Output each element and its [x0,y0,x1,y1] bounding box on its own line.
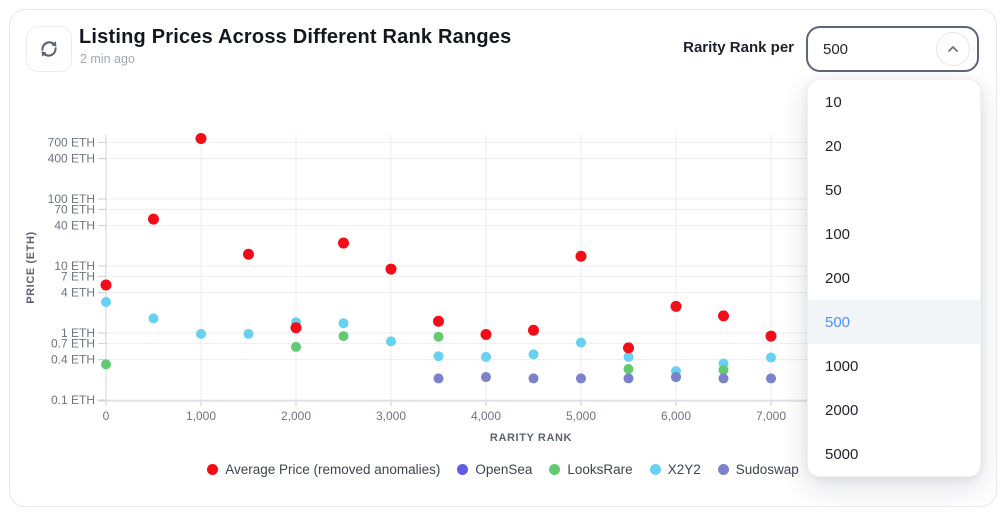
legend-label: LooksRare [567,462,633,477]
dropdown-option-5000[interactable]: 5000 [825,445,859,463]
data-point-looksrare[interactable] [338,331,349,342]
x-tick-label: 0 [103,409,110,423]
data-point-looksrare[interactable] [291,341,301,352]
data-point-x2y2[interactable] [148,313,159,324]
y-tick-label: 70 ETH [54,202,95,216]
data-point-average-price-removed-anomalies[interactable] [338,237,349,249]
data-point-x2y2[interactable] [576,337,586,348]
data-point-x2y2[interactable] [433,351,444,362]
data-point-x2y2[interactable] [101,297,111,308]
data-point-x2y2[interactable] [338,318,349,329]
data-point-average-price-removed-anomalies[interactable] [670,300,682,312]
select-chevron-button[interactable] [936,32,970,66]
legend-marker [207,464,219,475]
y-tick-label: 10 ETH [54,259,95,273]
data-point-x2y2[interactable] [623,351,634,362]
legend-label: Sudoswap [735,462,799,477]
data-point-x2y2[interactable] [481,351,491,362]
data-point-x2y2[interactable] [243,328,254,339]
data-point-average-price-removed-anomalies[interactable] [433,315,444,327]
dropdown-option-1000[interactable]: 1000 [825,357,859,375]
y-tick-label: 100 ETH [48,192,95,206]
dropdown-option-2000[interactable]: 2000 [825,401,859,419]
data-point-x2y2[interactable] [386,336,396,347]
x-tick-label: 4,000 [471,409,501,423]
data-point-sudoswap[interactable] [481,372,491,383]
refresh-button[interactable] [26,26,72,72]
legend-marker [549,464,561,475]
dropdown-option-100[interactable]: 100 [825,225,851,243]
data-point-average-price-removed-anomalies[interactable] [148,213,159,225]
data-point-average-price-removed-anomalies[interactable] [195,132,207,144]
y-tick-label: 1 ETH [61,326,95,340]
data-point-average-price-removed-anomalies[interactable] [100,279,112,291]
legend-label: X2Y2 [667,462,701,477]
data-point-looksrare[interactable] [623,364,634,375]
data-point-looksrare[interactable] [433,331,444,342]
rank-range-select[interactable]: 500 [806,26,979,72]
data-point-sudoswap[interactable] [623,373,634,384]
rarity-rank-per-label: Rarity Rank per [683,39,794,56]
y-tick-label: 40 ETH [54,219,95,233]
last-updated: 2 min ago [80,52,135,66]
x-axis-title: RARITY RANK [490,432,572,444]
data-point-x2y2[interactable] [528,349,539,360]
data-point-sudoswap[interactable] [433,373,444,384]
x-tick-label: 7,000 [756,409,786,423]
x-tick-label: 2,000 [281,409,311,423]
data-point-average-price-removed-anomalies[interactable] [290,322,302,334]
data-point-x2y2[interactable] [196,328,206,339]
data-point-sudoswap[interactable] [718,373,729,384]
data-point-average-price-removed-anomalies[interactable] [528,324,539,336]
data-point-sudoswap[interactable] [671,372,681,383]
data-point-looksrare[interactable] [718,365,729,376]
data-point-average-price-removed-anomalies[interactable] [243,248,254,260]
data-point-average-price-removed-anomalies[interactable] [623,342,634,354]
y-tick-label: 4 ETH [61,286,95,300]
y-tick-label: 0.1 ETH [51,393,95,407]
data-point-average-price-removed-anomalies[interactable] [765,330,777,342]
data-point-sudoswap[interactable] [576,373,586,384]
rank-range-dropdown: 10 20 50 100 200 500 1000 2000 5000 [807,79,981,477]
data-point-average-price-removed-anomalies[interactable] [718,310,729,322]
legend-item-x2y2[interactable]: X2Y2 [649,462,701,477]
data-point-sudoswap[interactable] [766,373,776,384]
legend-label: Average Price (removed anomalies) [225,462,441,477]
chart-card: 700 ETH 400 ETH 100 ETH 70 ETH 40 ETH 10 ETH 7… [9,9,997,507]
data-point-looksrare[interactable] [101,359,111,370]
dropdown-option-20[interactable]: 20 [825,137,842,155]
legend-item-looksrare[interactable]: LooksRare [549,462,633,477]
select-value: 500 [823,40,849,58]
data-point-average-price-removed-anomalies[interactable] [480,328,492,340]
chevron-up-icon [948,46,958,52]
data-point-x2y2[interactable] [766,352,776,363]
y-tick-label: 0.4 ETH [51,353,95,367]
dropdown-option-50[interactable]: 50 [825,181,842,199]
y-axis-title: PRICE (ETH) [25,231,37,304]
y-tick-label: 700 ETH [48,135,95,149]
legend-marker [717,464,729,475]
data-point-average-price-removed-anomalies[interactable] [575,250,587,262]
dropdown-option-200[interactable]: 200 [825,269,851,287]
page-title: Listing Prices Across Different Rank Ran… [79,26,512,48]
dropdown-option-10[interactable]: 10 [825,93,842,111]
refresh-icon [41,41,57,57]
legend-marker [457,464,469,475]
data-point-sudoswap[interactable] [528,373,539,384]
legend-item-opensea[interactable]: OpenSea [457,462,532,477]
chart-legend: Average Price (removed anomalies) OpenSea… [10,462,996,477]
data-point-average-price-removed-anomalies[interactable] [385,263,397,275]
x-tick-label: 3,000 [376,409,406,423]
legend-item-average-price-removed-anomalies[interactable]: Average Price (removed anomalies) [207,462,440,477]
y-tick-label: 7 ETH [61,269,95,283]
y-tick-label: 400 ETH [48,152,95,166]
x-tick-label: 1,000 [186,409,216,423]
dropdown-option-500[interactable]: 500 [808,300,980,344]
x-tick-label: 6,000 [661,409,691,423]
x-tick-label: 5,000 [566,409,596,423]
y-tick-label: 0.7 ETH [51,336,95,350]
legend-item-sudoswap[interactable]: Sudoswap [717,462,799,477]
legend-marker [649,464,661,475]
legend-label: OpenSea [475,462,533,477]
